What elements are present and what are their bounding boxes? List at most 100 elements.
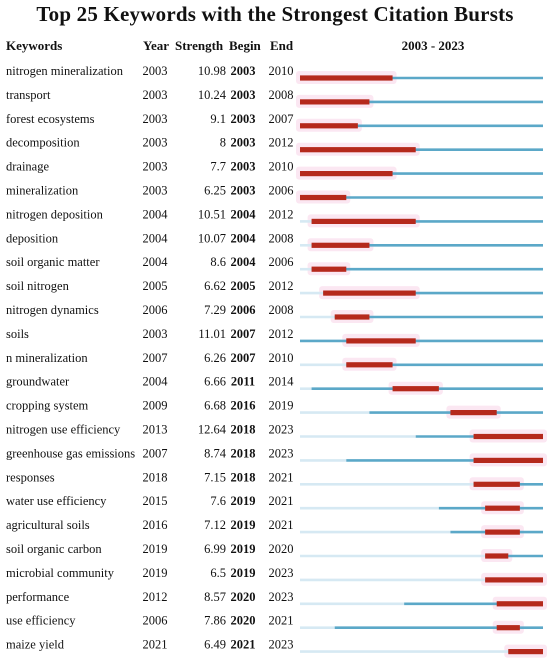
year-value: 2003 (143, 327, 168, 341)
burst-bar (473, 481, 520, 487)
begin-value: 2019 (231, 542, 256, 556)
end-value: 2008 (269, 303, 294, 317)
strength-value: 10.07 (198, 231, 226, 245)
year-value: 2007 (143, 351, 168, 365)
begin-value: 2018 (231, 470, 256, 484)
begin-value: 2006 (231, 303, 256, 317)
strength-value: 12.64 (198, 423, 227, 437)
strength-value: 10.98 (198, 64, 226, 78)
end-value: 2023 (269, 566, 294, 580)
end-value: 2012 (269, 327, 294, 341)
strength-value: 7.7 (210, 160, 226, 174)
begin-value: 2003 (231, 112, 256, 126)
keyword-label: soils (6, 327, 29, 341)
burst-bar (485, 577, 543, 583)
begin-value: 2021 (231, 638, 256, 652)
begin-value: 2018 (231, 446, 256, 460)
keyword-label: soil organic matter (6, 255, 100, 269)
end-value: 2023 (269, 590, 294, 604)
strength-value: 8.57 (204, 590, 226, 604)
end-value: 2023 (269, 638, 294, 652)
strength-value: 6.99 (204, 542, 226, 556)
end-value: 2008 (269, 88, 294, 102)
begin-value: 2020 (231, 590, 256, 604)
burst-bar (323, 290, 416, 296)
strength-value: 7.12 (204, 518, 226, 532)
end-value: 2020 (269, 542, 294, 556)
begin-value: 2007 (231, 351, 256, 365)
year-value: 2007 (143, 446, 168, 460)
begin-value: 2004 (231, 207, 257, 221)
burst-bar (450, 410, 497, 416)
keyword-label: soil nitrogen (6, 279, 70, 293)
strength-value: 8.6 (210, 255, 226, 269)
end-value: 2010 (269, 64, 294, 78)
begin-value: 2019 (231, 566, 256, 580)
year-value: 2003 (143, 184, 168, 198)
begin-value: 2004 (231, 255, 257, 269)
keyword-label: cropping system (6, 399, 89, 413)
header-strength: Strength (175, 38, 224, 53)
strength-value: 6.66 (204, 375, 226, 389)
year-value: 2004 (143, 207, 169, 221)
keyword-label: nitrogen mineralization (6, 64, 124, 78)
strength-value: 6.62 (204, 279, 226, 293)
keyword-label: use efficiency (6, 614, 76, 628)
year-value: 2012 (143, 590, 168, 604)
end-value: 2012 (269, 136, 294, 150)
year-value: 2021 (143, 638, 168, 652)
strength-value: 6.26 (204, 351, 226, 365)
header-begin: Begin (229, 38, 261, 53)
burst-bar (300, 75, 393, 81)
keyword-label: decomposition (6, 136, 80, 150)
year-value: 2003 (143, 64, 168, 78)
keyword-label: soil organic carbon (6, 542, 102, 556)
begin-value: 2004 (231, 231, 257, 245)
keyword-label: responses (6, 470, 55, 484)
chart-title: Top 25 Keywords with the Strongest Citat… (36, 2, 514, 26)
end-value: 2007 (269, 112, 294, 126)
keyword-label: performance (6, 590, 70, 604)
keyword-label: forest ecosystems (6, 112, 95, 126)
burst-bar (346, 362, 393, 368)
keyword-label: nitrogen deposition (6, 207, 104, 221)
burst-bar (311, 218, 416, 224)
strength-value: 10.51 (198, 207, 226, 221)
strength-value: 7.86 (204, 614, 226, 628)
begin-value: 2003 (231, 88, 256, 102)
year-value: 2004 (143, 255, 169, 269)
burst-bar (346, 338, 416, 344)
keyword-label: n mineralization (6, 351, 88, 365)
burst-bar (300, 99, 370, 105)
year-value: 2009 (143, 399, 168, 413)
end-value: 2021 (269, 614, 294, 628)
strength-value: 7.15 (204, 470, 226, 484)
end-value: 2021 (269, 494, 294, 508)
burst-bar (311, 266, 347, 272)
begin-value: 2003 (231, 64, 256, 78)
end-value: 2014 (269, 375, 295, 389)
year-value: 2003 (143, 112, 168, 126)
burst-bar (485, 529, 520, 535)
keyword-label: drainage (6, 160, 49, 174)
end-value: 2012 (269, 279, 294, 293)
keyword-label: transport (6, 88, 51, 102)
keyword-label: nitrogen dynamics (6, 303, 99, 317)
year-value: 2015 (143, 494, 168, 508)
begin-value: 2005 (231, 279, 256, 293)
strength-value: 6.49 (204, 638, 226, 652)
keyword-label: mineralization (6, 184, 79, 198)
keyword-label: water use efficiency (6, 494, 107, 508)
end-value: 2023 (269, 423, 294, 437)
strength-value: 7.29 (204, 303, 226, 317)
year-value: 2019 (143, 566, 168, 580)
year-value: 2016 (143, 518, 168, 532)
year-value: 2013 (143, 423, 168, 437)
strength-value: 11.01 (198, 327, 226, 341)
end-value: 2010 (269, 351, 294, 365)
year-value: 2003 (143, 88, 168, 102)
year-value: 2004 (143, 375, 169, 389)
end-value: 2019 (269, 399, 294, 413)
end-value: 2021 (269, 518, 294, 532)
